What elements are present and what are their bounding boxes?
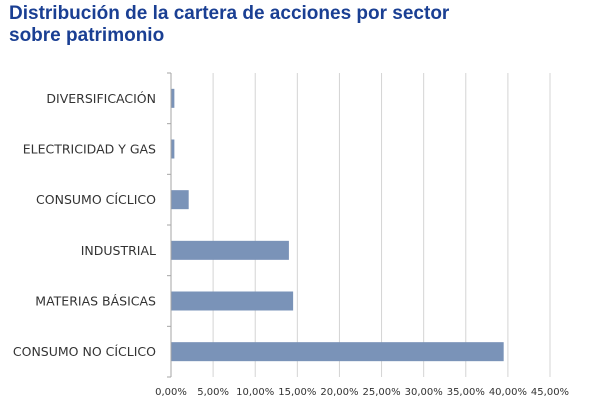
category-label: MATERIAS BÁSICAS [35,294,156,309]
bar [171,88,175,108]
x-tick-label: 45,00% [531,387,569,398]
category-label: CONSUMO CÍCLICO [36,192,156,207]
chart-title: Distribución de la cartera de acciones p… [9,3,569,47]
x-tick-label: 20,00% [320,387,358,398]
category-label: DIVERSIFICACIÓN [46,91,156,106]
chart-title-line-2: sobre patrimonio [9,25,165,46]
x-tick-label: 0,00% [155,387,187,398]
x-tick-label: 10,00% [236,387,274,398]
bar [171,291,294,311]
axes [167,72,172,378]
category-label: INDUSTRIAL [81,243,156,258]
x-tick-label: 15,00% [278,387,316,398]
grid-lines [212,73,551,377]
bar [171,139,175,159]
x-tick-label: 5,00% [197,387,229,398]
category-label: ELECTRICIDAD Y GAS [23,142,156,157]
bar [171,342,504,362]
chart-title-line-1: Distribución de la cartera de acciones p… [9,3,450,24]
x-tick-label: 35,00% [447,387,485,398]
bar [171,240,289,260]
bar [171,190,189,210]
category-labels: DIVERSIFICACIÓN ELECTRICIDAD Y GAS CONSUMO… [13,91,156,359]
x-tick-label: 40,00% [489,387,527,398]
bars [171,88,504,362]
tick-labels: 0,00% 5,00% 10,00% 15,00% 20,00% 25,00% 30,00%… [155,387,569,398]
category-label: CONSUMO NO CÍCLICO [13,344,156,359]
x-tick-label: 30,00% [405,387,443,398]
x-tick-label: 25,00% [362,387,400,398]
